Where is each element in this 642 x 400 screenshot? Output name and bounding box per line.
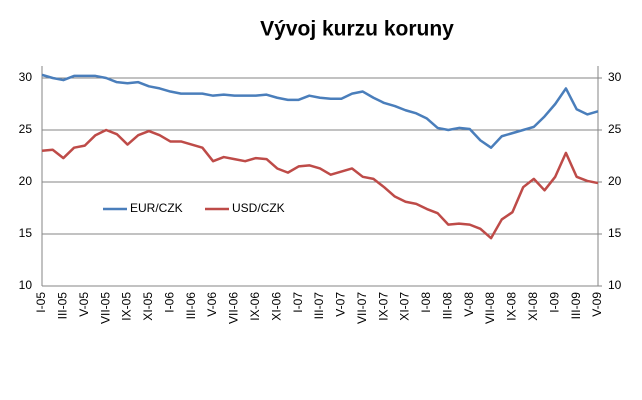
x-tick-label: IX-07: [376, 292, 390, 321]
y2-tick-label: 25: [608, 122, 622, 136]
x-tick-label: VII-07: [355, 292, 369, 324]
y2-tick-label: 15: [608, 226, 622, 240]
x-tick-label: III-05: [56, 292, 70, 320]
legend-label: EUR/CZK: [130, 201, 183, 215]
legend-label: USD/CZK: [232, 201, 285, 215]
y-tick-label: 10: [19, 278, 33, 292]
x-tick-label: XI-05: [141, 292, 155, 321]
y-tick-label: 20: [19, 174, 33, 188]
x-tick-label: III-06: [184, 292, 198, 320]
x-tick-label: XI-08: [526, 292, 540, 321]
x-tick-label: VII-06: [227, 292, 241, 324]
x-tick-label: I-08: [419, 292, 433, 313]
x-tick-label: VII-05: [98, 292, 112, 324]
x-tick-label: V-09: [590, 292, 604, 317]
x-tick-label: V-05: [77, 292, 91, 317]
x-tick-label: V-06: [205, 292, 219, 317]
x-tick-label: IX-08: [505, 292, 519, 321]
y-tick-label: 15: [19, 226, 33, 240]
x-tick-label: I-09: [547, 292, 561, 313]
y2-tick-label: 20: [608, 174, 622, 188]
x-tick-label: XI-06: [269, 292, 283, 321]
y2-tick-label: 10: [608, 278, 622, 292]
x-tick-label: I-06: [162, 292, 176, 313]
x-tick-label: I-07: [291, 292, 305, 313]
x-tick-label: IX-06: [248, 292, 262, 321]
series-line: [41, 73, 599, 149]
x-tick-label: V-08: [462, 292, 476, 317]
x-tick-label: VII-08: [483, 292, 497, 324]
y2-tick-label: 30: [608, 70, 622, 84]
y-tick-label: 25: [19, 122, 33, 136]
series-line: [41, 128, 599, 240]
x-tick-label: V-07: [334, 292, 348, 317]
x-tick-label: III-09: [569, 292, 583, 320]
chart-title: Vývoj kurzu koruny: [260, 18, 454, 41]
y-tick-label: 30: [19, 70, 33, 84]
x-tick-label: IX-05: [120, 292, 134, 321]
x-tick-label: I-05: [34, 292, 48, 313]
x-tick-label: III-08: [440, 292, 454, 320]
x-tick-label: XI-07: [398, 292, 412, 321]
x-tick-label: III-07: [312, 292, 326, 320]
